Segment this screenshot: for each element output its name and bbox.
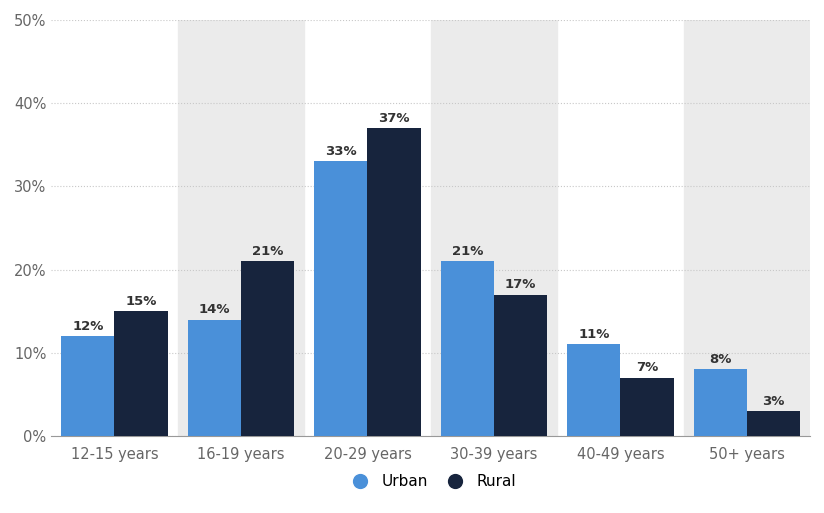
Text: 11%: 11%	[578, 328, 610, 341]
Bar	[620, 378, 673, 436]
Bar	[567, 345, 620, 436]
Text: 12%: 12%	[73, 320, 104, 333]
Text: 8%: 8%	[709, 353, 732, 366]
Text: 7%: 7%	[636, 362, 658, 374]
Bar	[188, 320, 241, 436]
Text: 21%: 21%	[252, 245, 283, 258]
Bar	[694, 369, 747, 436]
Bar	[684, 20, 810, 436]
Text: 17%: 17%	[505, 278, 536, 291]
Bar	[494, 294, 547, 436]
Text: 3%: 3%	[762, 394, 784, 408]
Bar	[178, 20, 304, 436]
Text: 14%: 14%	[199, 303, 230, 316]
Text: 37%: 37%	[378, 112, 410, 125]
Bar	[61, 336, 115, 436]
Text: 33%: 33%	[325, 145, 357, 158]
Bar	[747, 411, 800, 436]
Bar	[441, 261, 494, 436]
Bar	[314, 162, 368, 436]
Legend: Urban, Rural: Urban, Rural	[339, 468, 522, 495]
Bar	[368, 128, 420, 436]
Bar	[115, 311, 167, 436]
Text: 15%: 15%	[125, 295, 157, 308]
Text: 21%: 21%	[452, 245, 483, 258]
Bar	[241, 261, 294, 436]
Bar	[431, 20, 557, 436]
